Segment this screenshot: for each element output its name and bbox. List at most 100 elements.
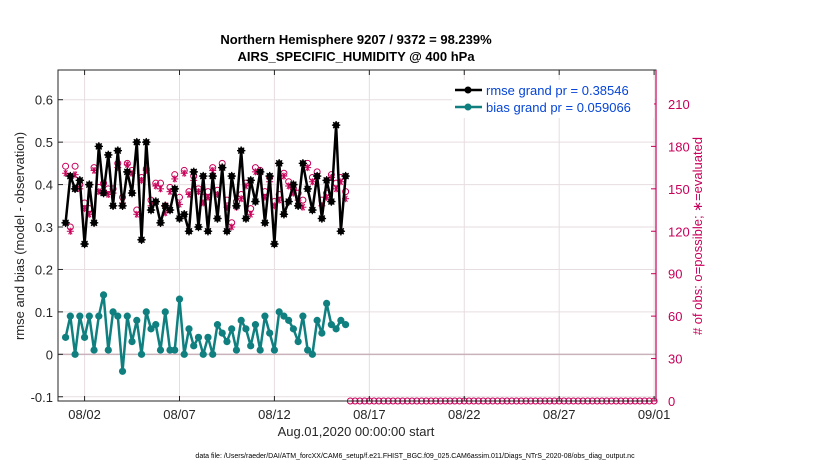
obs-evaluated-marker (308, 178, 316, 186)
y-tick-label: 0.6 (35, 93, 53, 108)
y-axis-label: rmse and bias (model - observation) (12, 132, 27, 340)
y-tick-label: -0.1 (31, 390, 53, 405)
bias-point (137, 350, 146, 358)
x-axis-label: Aug.01,2020 00:00:00 start (278, 424, 435, 439)
y-axis-left: -0.1 0 0.1 0.2 0.3 0.4 0.5 0.6 (31, 93, 63, 405)
y-right-tick-label: 180 (668, 139, 690, 154)
obs-evaluated-marker (280, 172, 288, 180)
rmse-point (156, 218, 165, 227)
obs-evaluated-marker (228, 223, 236, 231)
bias-point (304, 346, 312, 354)
obs-evaluated-marker (66, 227, 74, 235)
bias-point (99, 291, 108, 299)
bias-point (71, 350, 79, 358)
rmse-point (146, 205, 156, 215)
y-right-tick-label: 150 (668, 182, 690, 197)
rmse-point (260, 218, 270, 227)
rmse-point (293, 201, 303, 210)
rmse-point (298, 159, 308, 168)
obs-evaluated-marker (90, 166, 98, 174)
rmse-point (108, 201, 118, 210)
x-tick-label: 08/12 (258, 407, 291, 422)
bias-point (299, 312, 307, 320)
bias-point (270, 346, 279, 354)
rmse-point (274, 159, 284, 168)
bias-point (209, 350, 217, 358)
obs-possible-marker (62, 162, 70, 170)
rmse-point (246, 176, 255, 185)
y-right-tick-label: 60 (668, 309, 682, 324)
rmse-point (123, 167, 132, 177)
rmse-point (85, 180, 94, 189)
x-tick-label: 09/01 (638, 407, 671, 422)
legend: rmse grand pr = 0.38546 bias grand pr = … (452, 80, 654, 118)
x-tick-label: 08/27 (543, 407, 576, 422)
rmse-point (303, 184, 312, 194)
rmse-point (255, 167, 265, 177)
bias-point (213, 321, 222, 329)
bias-point (242, 325, 250, 333)
bias-point (228, 325, 236, 333)
rmse-point (341, 171, 350, 181)
legend-bias-marker (464, 103, 472, 111)
bias-point (109, 308, 117, 316)
rmse-point (180, 210, 189, 219)
x-tick-label: 08/02 (68, 407, 101, 422)
rmse-line (64, 123, 347, 246)
y-tick-label: 0.1 (35, 305, 53, 320)
rmse-point (222, 227, 232, 236)
rmse-point (66, 171, 75, 181)
bias-point (104, 346, 112, 354)
bias-point (218, 329, 226, 337)
rmse-point (61, 218, 70, 227)
y-tick-label: 0.4 (35, 178, 53, 193)
obs-evaluated-marker (171, 175, 179, 183)
bias-point (256, 346, 264, 354)
bias-point (147, 325, 155, 333)
x-tick-label: 08/22 (448, 407, 481, 422)
rmse-point (270, 239, 279, 249)
y-axis-right: 0 30 60 90 120 150 180 210 (651, 70, 690, 409)
y-tick-label: 0 (46, 347, 53, 362)
y-right-tick-label: 0 (668, 394, 675, 409)
bias-point (171, 346, 179, 354)
rmse-point (89, 218, 99, 227)
bias-point (251, 321, 260, 329)
bias-point (90, 346, 98, 354)
y-tick-label: 0.5 (35, 135, 53, 150)
legend-bias-label: bias grand pr = 0.059066 (486, 100, 631, 115)
y-right-tick-label: 90 (668, 267, 682, 282)
rmse-point (70, 184, 80, 194)
rmse-point (284, 197, 293, 206)
bias-point (190, 342, 198, 350)
bias-point (337, 316, 345, 324)
bias-point (232, 346, 241, 354)
x-tick-label: 08/17 (353, 407, 386, 422)
rmse-point (94, 142, 104, 151)
rmse-point (236, 146, 246, 155)
rmse-point (132, 137, 141, 147)
x-axis: 08/02 08/07 08/12 08/17 08/22 08/27 09/01 (68, 70, 670, 422)
obs-evaluated-marker (180, 169, 188, 177)
rmse-point (151, 197, 160, 206)
bias-point (323, 299, 331, 307)
rmse-point (208, 171, 217, 181)
rmse-point (165, 205, 175, 215)
obs-evaluated-marker (247, 210, 255, 218)
bias-point (123, 312, 131, 320)
rmse-point (251, 197, 260, 206)
bias-point (161, 308, 169, 316)
bias-point (133, 316, 141, 324)
obs-evaluated-marker (304, 164, 312, 172)
rmse-point (203, 227, 213, 236)
legend-rmse-label: rmse grand pr = 0.38546 (486, 83, 629, 98)
bias-point (152, 321, 160, 329)
bias-point (199, 350, 207, 358)
bias-point (175, 295, 184, 303)
y-right-tick-label: 120 (668, 224, 690, 239)
obs-evaluated-marker (123, 161, 131, 169)
x-tick-label: 08/07 (163, 407, 196, 422)
bias-point (180, 350, 188, 358)
bias-point (289, 325, 298, 333)
rmse-point (142, 137, 151, 147)
